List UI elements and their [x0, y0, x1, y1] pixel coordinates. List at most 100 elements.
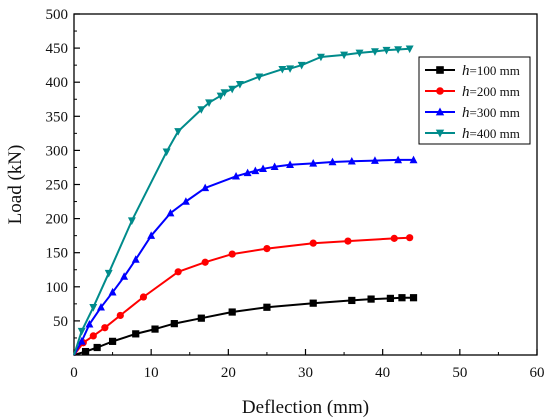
data-point [409, 294, 418, 302]
legend-label: h=100 mm [462, 63, 520, 79]
data-point [286, 160, 295, 168]
data-point [228, 250, 236, 258]
series-line [73, 158, 414, 356]
series-layer [73, 45, 418, 356]
data-point [394, 46, 403, 54]
x-tick-label: 40 [375, 365, 390, 381]
data-point [116, 311, 124, 320]
x-tick-label: 30 [298, 365, 313, 381]
data-point [263, 245, 271, 253]
x-tick-label: 50 [452, 365, 467, 381]
data-point [166, 208, 175, 217]
series-1 [73, 234, 414, 356]
data-point [394, 155, 403, 164]
data-point [197, 314, 205, 322]
x-tick-label: 20 [221, 365, 236, 381]
y-axis: 50 100 150 200 250 300 350 400 450 500 [46, 7, 80, 339]
data-point [340, 51, 349, 60]
y-axis-title: Load (kN) [5, 145, 26, 225]
data-point [328, 157, 337, 166]
data-point [220, 89, 229, 97]
y-tick-label: 350 [46, 109, 69, 125]
data-point [367, 295, 375, 303]
data-point [101, 324, 109, 332]
legend-label-symbol: h [462, 105, 470, 121]
data-point [127, 217, 136, 225]
series-2 [73, 155, 418, 356]
data-point [108, 287, 117, 296]
data-point [316, 53, 325, 62]
data-point [355, 49, 364, 58]
data-point [93, 343, 101, 352]
data-point [108, 337, 117, 345]
data-point [386, 294, 394, 302]
data-point [370, 156, 379, 164]
data-point [205, 99, 214, 107]
data-point [232, 171, 241, 180]
data-point [309, 159, 318, 167]
x-axis-title: Deflection (mm) [242, 397, 369, 418]
data-point [201, 183, 210, 192]
data-point [409, 155, 418, 164]
series-3 [73, 45, 414, 356]
legend-label-symbol: h [462, 84, 470, 100]
data-point [97, 302, 105, 311]
data-point [382, 46, 391, 55]
legend-label-value: =100 mm [470, 63, 520, 78]
data-point [309, 239, 317, 247]
x-tick-label: 10 [144, 365, 159, 381]
data-point [297, 61, 306, 70]
data-point [139, 293, 148, 301]
data-point [405, 45, 414, 54]
data-point [251, 166, 260, 175]
legend-marker [436, 66, 444, 74]
data-point [104, 269, 113, 278]
legend-item: h=100 mm [425, 63, 520, 79]
legend-item: h=300 mm [425, 105, 520, 121]
data-point [263, 303, 271, 311]
legend-label-value: =300 mm [470, 105, 520, 120]
data-point [347, 156, 356, 165]
data-point [243, 168, 252, 177]
y-tick-label: 500 [46, 7, 69, 23]
y-tick-label: 250 [46, 178, 69, 194]
data-point [85, 319, 94, 328]
legend-label-symbol: h [462, 126, 470, 142]
legend-item: h=400 mm [425, 126, 520, 142]
data-point [406, 234, 414, 242]
data-point [344, 237, 352, 245]
data-point [151, 325, 159, 333]
data-point [81, 347, 90, 356]
legend-label-symbol: h [462, 63, 470, 79]
legend-marker [435, 107, 445, 116]
data-point [120, 272, 129, 280]
y-tick-label: 200 [46, 212, 69, 228]
data-point [398, 294, 406, 302]
data-point [216, 92, 225, 101]
series-line [73, 296, 414, 356]
data-point [286, 65, 295, 73]
data-point [228, 85, 237, 94]
legend: h=100 mmh=200 mmh=300 mmh=400 mm [418, 56, 531, 145]
data-point [390, 234, 398, 242]
legend-label: h=400 mm [462, 126, 520, 142]
data-point [131, 255, 140, 263]
y-tick-label: 150 [46, 246, 69, 262]
data-point [89, 332, 97, 340]
data-point [201, 258, 209, 266]
x-axis: 0 10 20 30 40 50 60 [70, 349, 545, 381]
y-tick-label: 400 [46, 75, 69, 91]
x-tick-label: 0 [70, 365, 78, 381]
series-0 [73, 294, 418, 356]
legend-label-value: =200 mm [470, 84, 520, 99]
y-tick-label: 50 [53, 314, 68, 330]
data-point [174, 128, 183, 136]
data-point [235, 81, 244, 89]
data-point [77, 337, 86, 345]
data-point [259, 164, 268, 173]
legend-label: h=300 mm [462, 105, 520, 121]
y-tick-label: 450 [46, 41, 69, 57]
legend-marker [436, 87, 444, 95]
